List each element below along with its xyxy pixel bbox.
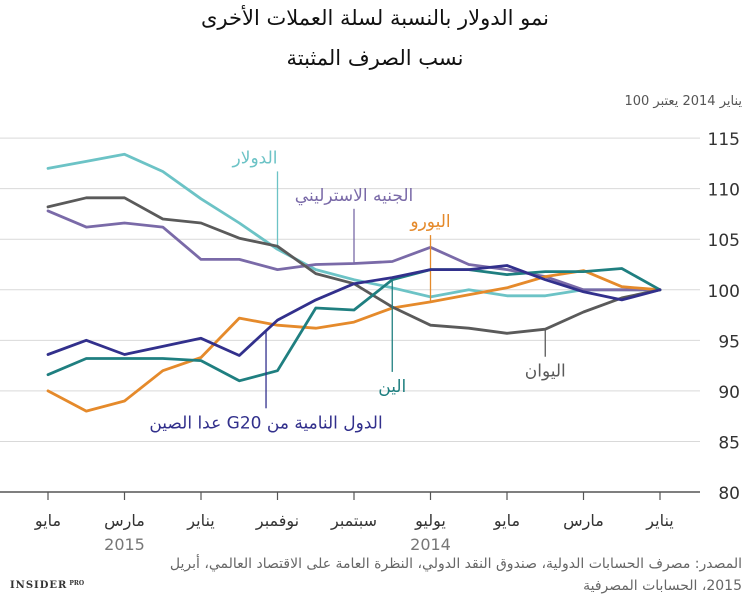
- series-label-2: اليورو: [409, 212, 450, 232]
- series-label-0: الدولار: [232, 148, 278, 168]
- logo-text: INSIDER: [10, 580, 68, 591]
- y-tick-label-100: 100: [708, 282, 740, 302]
- x-tick-label-0: مايو: [34, 511, 61, 531]
- source-note-line1: المصدر: مصرف الحسابات الدولية، صندوق الن…: [169, 556, 742, 572]
- series-line-2: [46, 269, 662, 413]
- y-axis-base-note: يناير 2014 يعتبر 100: [624, 94, 742, 109]
- x-tick-label-4: سبتمبر: [330, 511, 377, 531]
- series-label-1: الجنيه الاسترليني: [295, 186, 413, 206]
- series-line-0: [46, 152, 662, 299]
- y-tick-label-115: 115: [708, 130, 740, 150]
- series-line-4: [46, 267, 662, 383]
- x-tick-label-5: يوليو: [414, 511, 446, 531]
- x-tick-label-3: نوفمبر: [255, 511, 299, 531]
- series-line-5: [46, 264, 662, 357]
- chart-title: نمو الدولار بالنسبة لسلة العملات الأخرى: [201, 6, 549, 30]
- x-tick-label-1: مارس: [104, 511, 145, 531]
- y-tick-label-110: 110: [708, 181, 740, 201]
- series-label-3: اليوان: [525, 362, 566, 382]
- series-line-1: [46, 209, 662, 292]
- insider-pro-logo: INSIDER PRO: [10, 580, 84, 591]
- x-tick-label-7: مارس: [563, 511, 604, 531]
- year-label-2015: 2015: [104, 535, 145, 554]
- y-tick-label-105: 105: [708, 231, 740, 251]
- y-tick-label-90: 90: [718, 383, 740, 403]
- source-note-line2: 2015، الحسابات المصرفية: [583, 578, 742, 594]
- y-tick-label-80: 80: [718, 484, 740, 504]
- year-label-2014: 2014: [410, 535, 451, 554]
- series-label-4: الين: [378, 377, 406, 397]
- chart-subtitle: نسب الصرف المثبتة: [286, 46, 464, 70]
- x-tick-label-2: يناير: [186, 511, 214, 531]
- y-tick-label-95: 95: [718, 332, 740, 352]
- series-label-5: الدول النامية من G20 عدا الصين: [149, 413, 382, 433]
- x-tick-label-6: مايو: [493, 511, 520, 531]
- y-tick-label-85: 85: [718, 433, 740, 453]
- x-tick-label-8: يناير: [645, 511, 673, 531]
- logo-suffix: PRO: [69, 580, 85, 587]
